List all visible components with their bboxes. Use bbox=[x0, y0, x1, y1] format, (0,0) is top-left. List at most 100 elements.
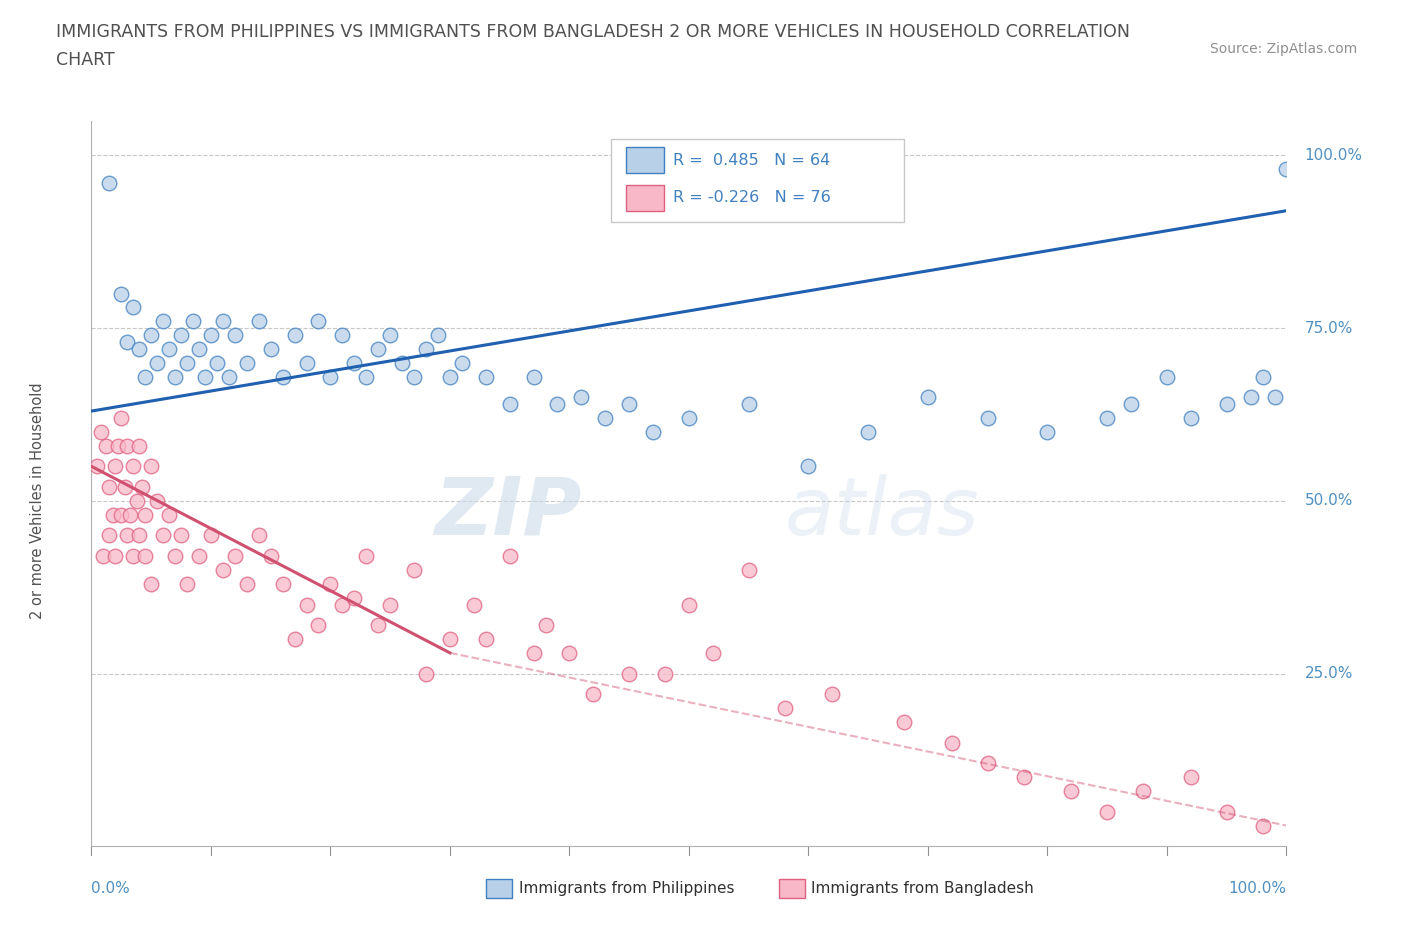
Point bbox=[976, 756, 998, 771]
Point bbox=[157, 507, 180, 522]
Text: IMMIGRANTS FROM PHILIPPINES VS IMMIGRANTS FROM BANGLADESH 2 OR MORE VEHICLES IN : IMMIGRANTS FROM PHILIPPINES VS IMMIGRANT… bbox=[56, 23, 1130, 41]
Point bbox=[821, 687, 844, 702]
Point bbox=[619, 397, 641, 412]
Point bbox=[523, 645, 546, 660]
Point bbox=[187, 341, 211, 356]
Point bbox=[917, 390, 939, 405]
Point bbox=[1251, 818, 1274, 833]
Point bbox=[141, 458, 162, 473]
Bar bbox=[779, 879, 804, 897]
Point bbox=[98, 480, 121, 495]
Text: 25.0%: 25.0% bbox=[1305, 666, 1353, 681]
Point bbox=[224, 549, 246, 564]
Point bbox=[295, 597, 318, 612]
Point bbox=[283, 327, 307, 342]
Point bbox=[122, 300, 145, 315]
Point bbox=[295, 355, 318, 370]
Point bbox=[200, 528, 222, 543]
Point bbox=[93, 549, 114, 564]
Point bbox=[534, 618, 557, 632]
Text: 100.0%: 100.0% bbox=[1229, 881, 1286, 896]
Point bbox=[118, 507, 141, 522]
Text: CHART: CHART bbox=[56, 51, 115, 69]
Point bbox=[415, 666, 437, 681]
Point bbox=[107, 438, 129, 453]
Point bbox=[641, 424, 664, 439]
Point bbox=[1012, 770, 1035, 785]
Point bbox=[976, 410, 998, 425]
Point bbox=[797, 458, 820, 473]
Point bbox=[415, 341, 437, 356]
Text: Source: ZipAtlas.com: Source: ZipAtlas.com bbox=[1209, 42, 1357, 56]
Point bbox=[332, 327, 354, 342]
Point bbox=[378, 327, 402, 342]
Point bbox=[654, 666, 676, 681]
Text: R = -0.226   N = 76: R = -0.226 N = 76 bbox=[673, 191, 831, 206]
Point bbox=[593, 410, 616, 425]
Point bbox=[367, 618, 389, 632]
Point bbox=[86, 458, 108, 473]
FancyBboxPatch shape bbox=[612, 139, 904, 222]
Point bbox=[498, 549, 520, 564]
Point bbox=[90, 424, 112, 439]
Point bbox=[194, 369, 217, 384]
Point bbox=[1180, 770, 1202, 785]
Point bbox=[619, 666, 641, 681]
Point bbox=[152, 528, 174, 543]
Point bbox=[170, 327, 193, 342]
Point bbox=[474, 369, 498, 384]
Point bbox=[176, 355, 198, 370]
Point bbox=[146, 355, 169, 370]
Bar bbox=[626, 185, 664, 211]
Point bbox=[247, 313, 270, 328]
Text: 50.0%: 50.0% bbox=[1305, 494, 1353, 509]
Point bbox=[1097, 410, 1119, 425]
Point bbox=[426, 327, 449, 342]
Text: Immigrants from Philippines: Immigrants from Philippines bbox=[519, 881, 735, 896]
Point bbox=[367, 341, 389, 356]
Point bbox=[114, 480, 136, 495]
Point bbox=[247, 528, 270, 543]
Point bbox=[678, 597, 700, 612]
Point bbox=[181, 313, 204, 328]
Point bbox=[582, 687, 605, 702]
Point bbox=[439, 369, 461, 384]
Point bbox=[1036, 424, 1059, 439]
Point bbox=[259, 549, 281, 564]
Point bbox=[152, 313, 174, 328]
Text: R =  0.485   N = 64: R = 0.485 N = 64 bbox=[673, 153, 831, 167]
Point bbox=[101, 507, 124, 522]
Point bbox=[307, 618, 329, 632]
Point bbox=[402, 563, 425, 578]
Point bbox=[391, 355, 413, 370]
Point bbox=[200, 327, 222, 342]
Point bbox=[128, 528, 150, 543]
Point bbox=[122, 458, 145, 473]
Point bbox=[170, 528, 193, 543]
Point bbox=[737, 397, 759, 412]
Text: 2 or more Vehicles in Household: 2 or more Vehicles in Household bbox=[30, 382, 45, 619]
Point bbox=[104, 458, 127, 473]
Point bbox=[211, 563, 233, 578]
Point bbox=[1240, 390, 1263, 405]
Point bbox=[498, 397, 520, 412]
Point bbox=[1264, 390, 1286, 405]
Text: 0.0%: 0.0% bbox=[91, 881, 131, 896]
Point bbox=[1215, 804, 1237, 819]
Point bbox=[271, 369, 294, 384]
Point bbox=[235, 355, 259, 370]
Point bbox=[343, 355, 366, 370]
Point bbox=[205, 355, 228, 370]
Point bbox=[678, 410, 700, 425]
Point bbox=[115, 528, 138, 543]
Point bbox=[402, 369, 425, 384]
Point bbox=[271, 577, 294, 591]
Point bbox=[146, 494, 169, 509]
Point bbox=[319, 577, 342, 591]
Point bbox=[773, 700, 796, 715]
Point bbox=[157, 341, 180, 356]
Point bbox=[523, 369, 546, 384]
Point bbox=[1119, 397, 1142, 412]
Point bbox=[378, 597, 402, 612]
Point bbox=[893, 714, 915, 729]
